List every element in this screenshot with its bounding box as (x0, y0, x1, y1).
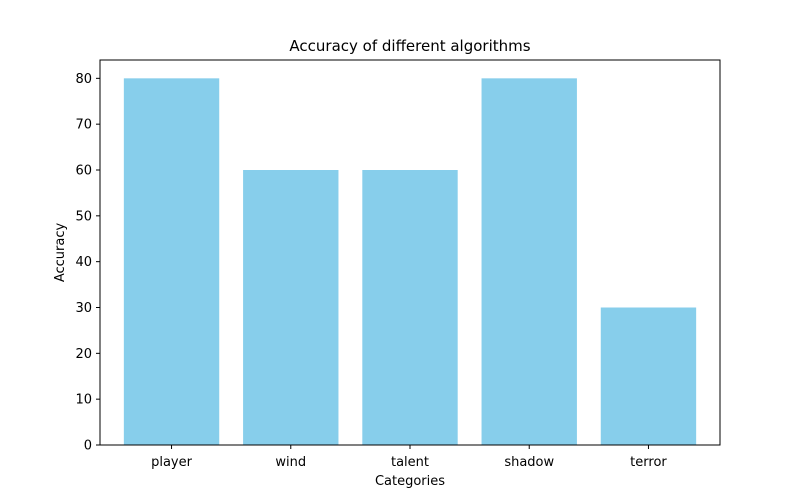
y-axis-ticks: 0 10 20 30 40 50 60 70 80 (75, 72, 100, 454)
x-tick-label: wind (275, 455, 306, 470)
y-tick-label: 30 (75, 301, 92, 316)
y-tick-label: 50 (75, 209, 92, 224)
bar-terror (600, 307, 697, 445)
y-tick-label: 20 (75, 347, 92, 362)
y-tick-label: 0 (84, 439, 92, 454)
y-tick-label: 10 (75, 393, 92, 408)
y-tick-label: 80 (75, 72, 92, 87)
y-tick-label: 60 (75, 164, 92, 179)
chart-title: Accuracy of different algorithms (289, 37, 530, 55)
x-axis-ticks: player wind talent shadow terror (151, 445, 667, 470)
x-tick-label: talent (391, 455, 429, 470)
x-axis-label: Categories (375, 474, 445, 489)
bars-layer (123, 78, 697, 445)
bar-wind (243, 170, 339, 445)
bar-player (123, 78, 220, 445)
x-tick-label: shadow (504, 455, 554, 470)
bar-shadow (481, 78, 577, 445)
bar-talent (362, 170, 458, 445)
y-tick-label: 70 (75, 118, 92, 133)
plot-area-frame (99, 59, 721, 446)
x-tick-label: terror (630, 455, 667, 470)
y-tick-label: 40 (75, 255, 92, 270)
x-tick-label: player (151, 455, 193, 470)
y-axis-label: Accuracy (53, 223, 68, 283)
